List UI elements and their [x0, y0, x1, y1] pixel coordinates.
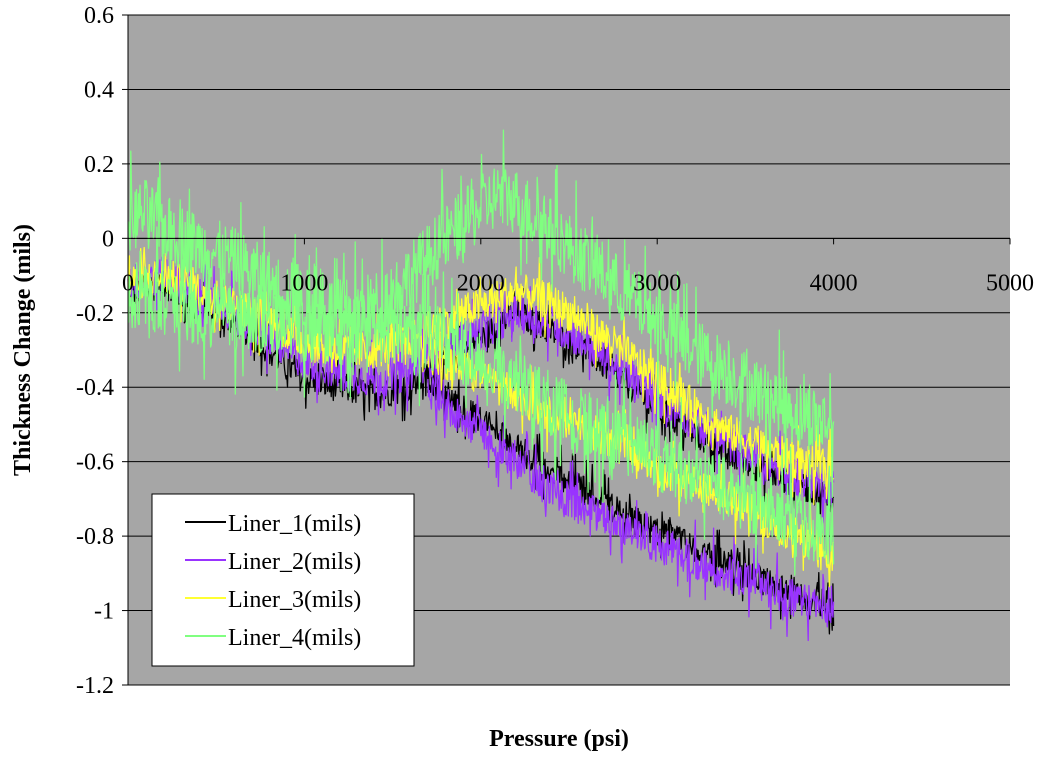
x-tick-label: 2000 [457, 270, 505, 296]
x-tick-label: 5000 [986, 270, 1034, 296]
series-2 [127, 256, 835, 642]
legend-label: Liner_4(mils) [228, 625, 361, 651]
y-tick-label: -0.8 [76, 524, 114, 550]
y-tick-label: -0.4 [76, 375, 114, 401]
series-line-loading [127, 256, 835, 524]
series-line-loading [127, 246, 835, 506]
y-tick-label: -0.6 [76, 450, 114, 476]
y-tick-label: 0.6 [84, 3, 114, 29]
series-3 [127, 246, 835, 588]
x-axis-title: Pressure (psi) [489, 726, 629, 752]
y-tick-label: 0 [102, 226, 114, 252]
x-tick-label: 1000 [280, 270, 328, 296]
series-line-unloading [127, 226, 835, 576]
legend-label: Liner_1(mils) [228, 511, 361, 537]
series-layer [127, 129, 835, 642]
y-tick-label: -0.2 [76, 301, 114, 327]
series-line-loading [127, 129, 835, 499]
series-line-unloading [427, 326, 835, 588]
legend-label: Liner_2(mils) [228, 549, 361, 575]
y-axis-title: Thickness Change (mils) [10, 224, 36, 476]
legend-label: Liner_3(mils) [228, 587, 361, 613]
y-ticks: 0.6 0.4 0.2 0 -0.2 -0.4 -0.6 -0.8 -1 -1.2 [76, 3, 128, 699]
series-line-unloading [427, 361, 835, 642]
series-4 [127, 129, 835, 576]
y-tick-label: -1.2 [76, 673, 114, 699]
x-tick-label: 3000 [633, 270, 681, 296]
x-tick-label: 4000 [810, 270, 858, 296]
y-tick-label: 0.4 [84, 77, 114, 103]
x-tick-label: 0 [122, 270, 134, 296]
legend: Liner_1(mils) Liner_2(mils) Liner_3(mils) L… [151, 493, 415, 667]
y-tick-label: -1 [94, 599, 114, 625]
y-tick-label: 0.2 [84, 152, 114, 178]
x-ticks: 0 1000 2000 3000 4000 5000 [122, 238, 1034, 296]
